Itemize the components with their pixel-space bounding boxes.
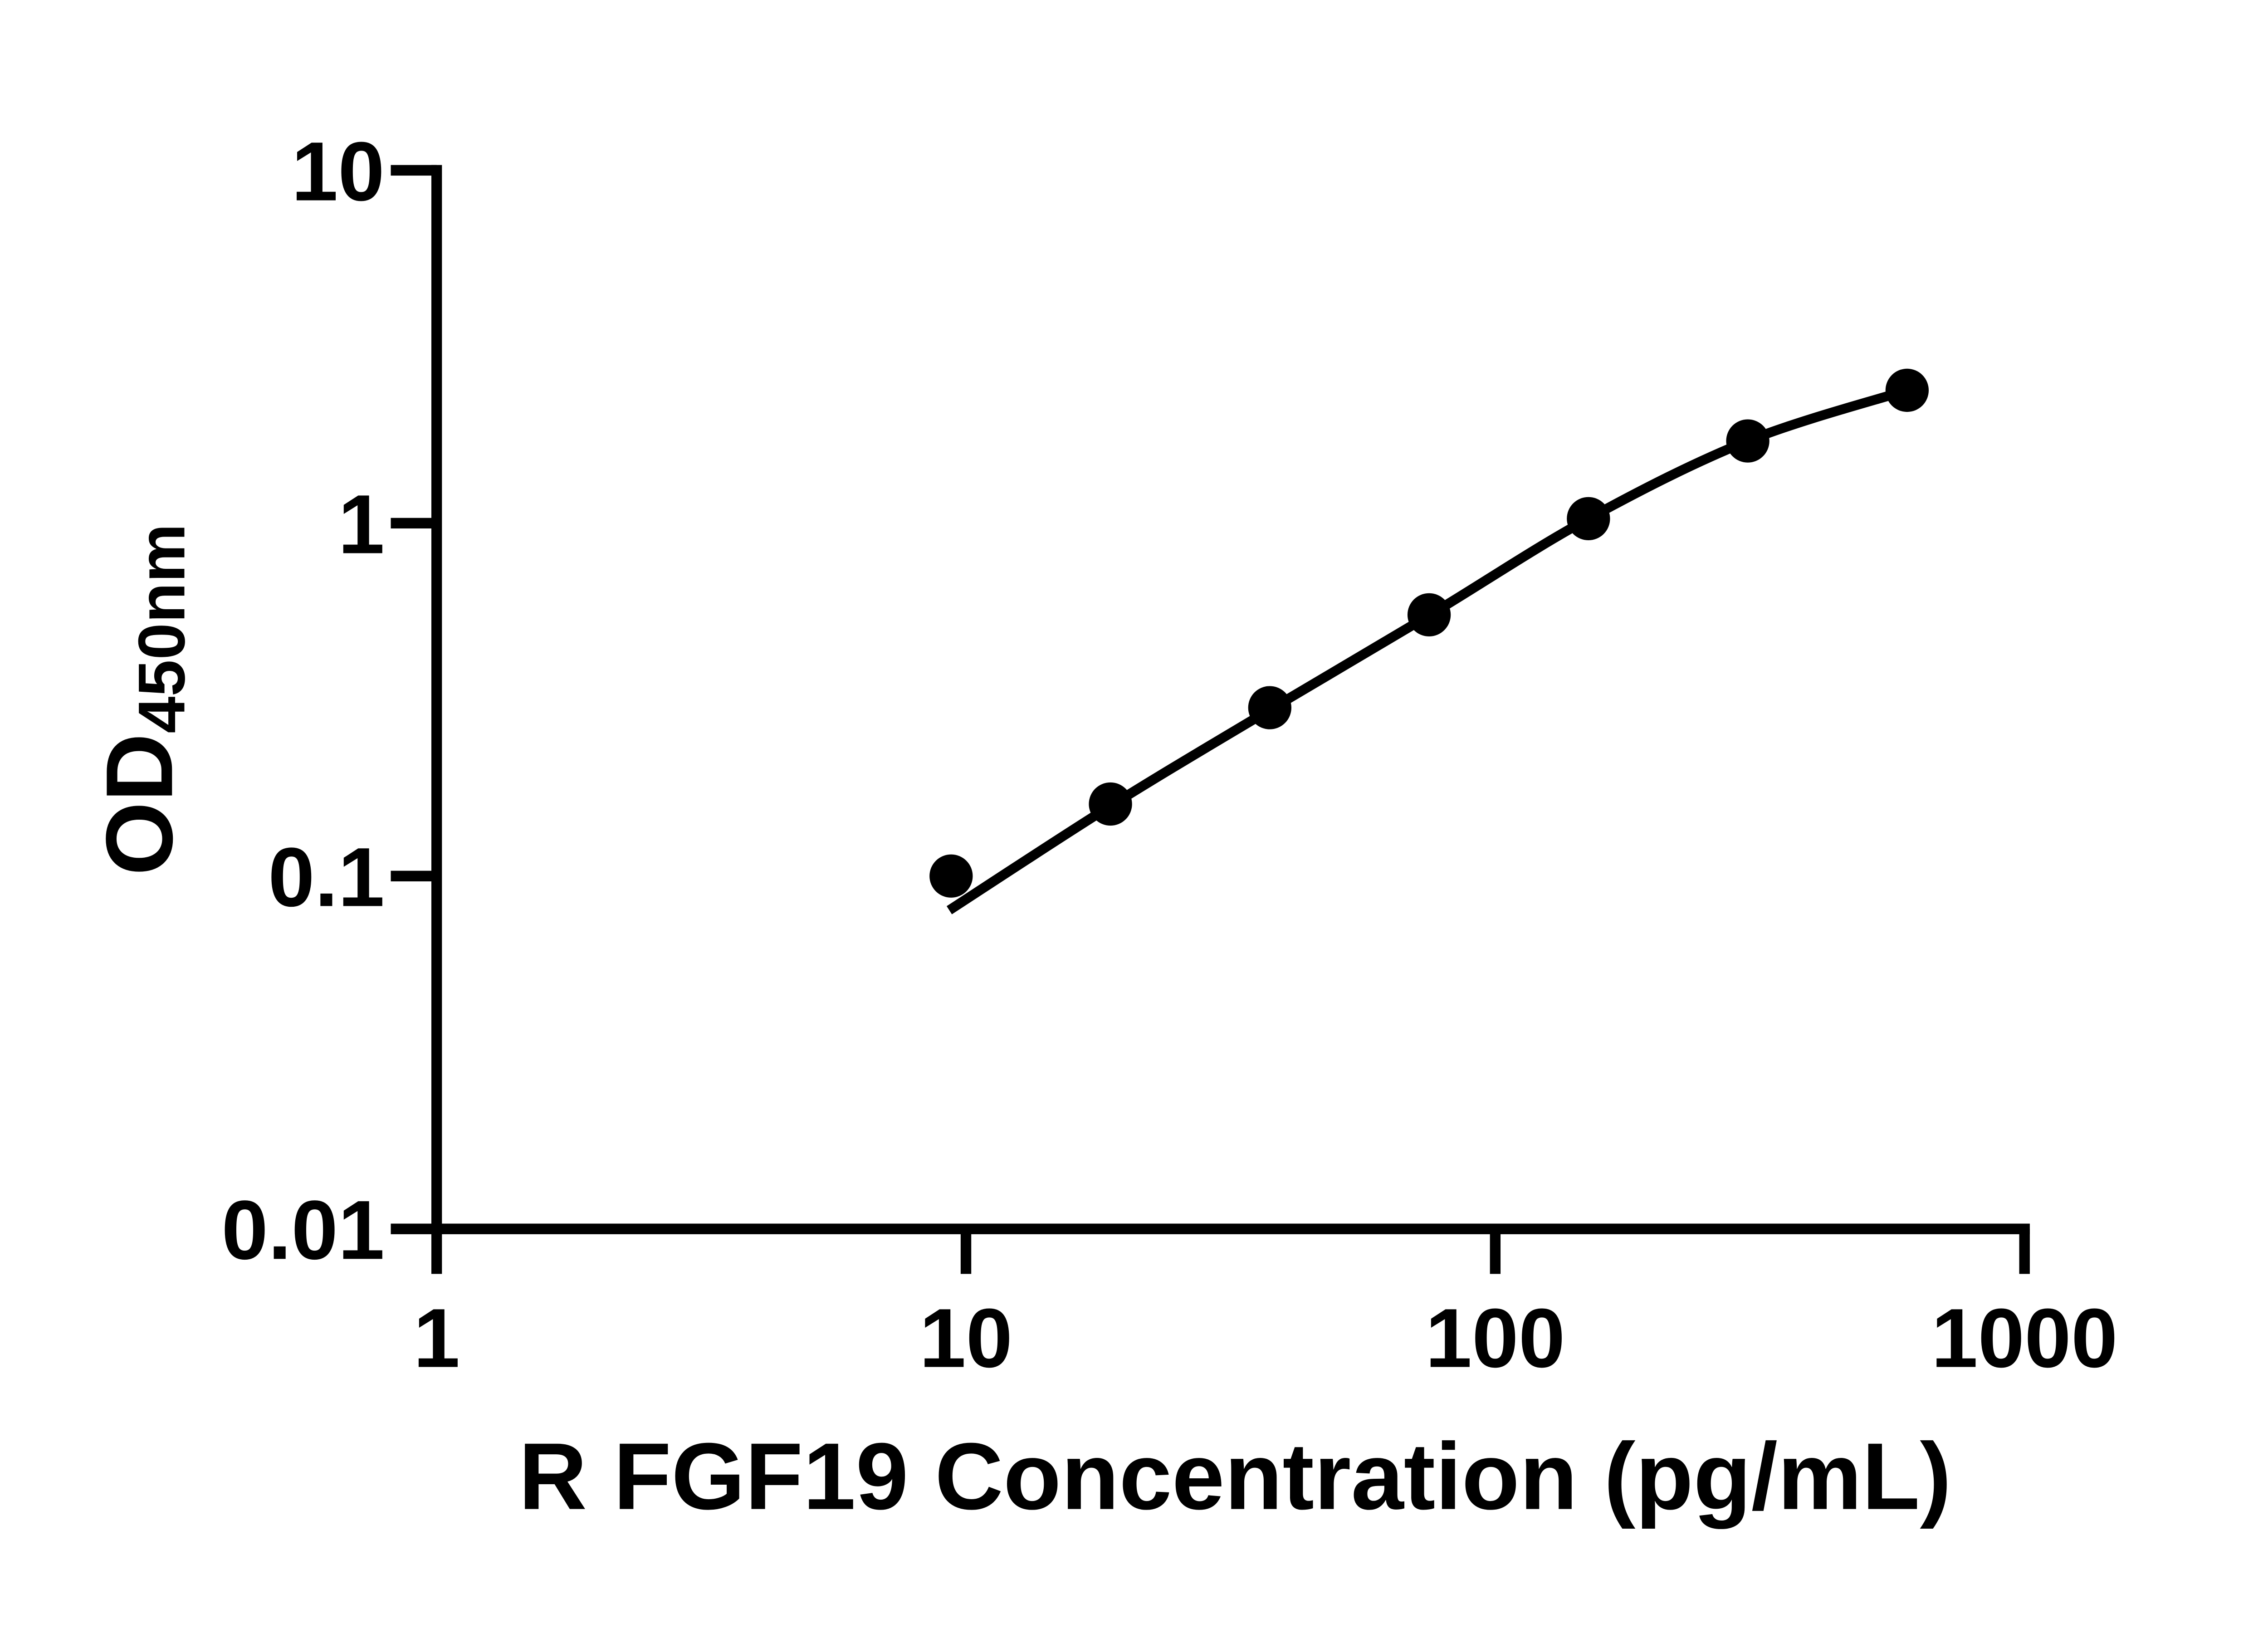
fit-curve [946,386,1909,914]
y-axis-tick-labels: 10 1 0.1 0.01 [221,125,385,1277]
x-axis-title: R FGF19 Concentration (pg/mL) [518,1424,1951,1530]
plot-area [929,368,1929,914]
data-point-75pg [1407,593,1451,636]
x-tick-label-1000: 1000 [1931,1292,2118,1385]
x-axis-tick-labels: 1 10 100 1000 [413,1292,2117,1385]
y-axis-ticks [391,165,437,1234]
y-tick-label-0.01: 0.01 [221,1183,385,1277]
y-tick-label-0.1: 0.1 [268,831,385,924]
data-point-9.375pg [929,854,973,898]
y-axis-title-subscript: 450nm [124,523,198,733]
x-axis-ticks [431,1229,2030,1274]
data-point-600pg [1885,368,1929,412]
x-tick-label-10: 10 [919,1292,1013,1385]
y-tick-label-1: 1 [338,478,385,571]
y-axis-title-main: OD [87,733,192,876]
y-tick-label-10: 10 [291,125,384,219]
data-point-18.75pg [1089,782,1132,826]
x-tick-label-100: 100 [1425,1292,1565,1385]
x-tick-label-1: 1 [413,1292,460,1385]
axes [391,165,2030,1274]
data-point-150pg [1567,497,1610,541]
y-axis-title: OD450nm [87,523,198,875]
data-point-37.5pg [1248,686,1291,729]
data-point-300pg [1726,419,1769,463]
